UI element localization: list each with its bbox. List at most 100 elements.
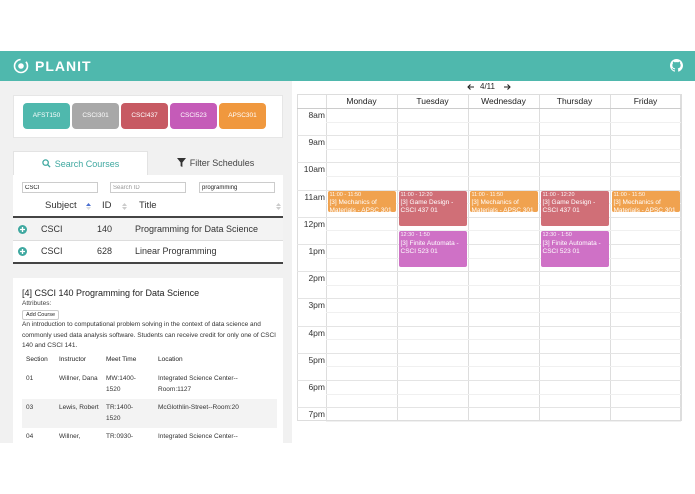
hour-divider (297, 298, 681, 300)
add-circle-icon[interactable] (18, 247, 27, 256)
calendar-event[interactable]: 11:00 - 12:20 [3] Game Design - CSCI 437 … (398, 190, 467, 226)
hour-divider (297, 271, 681, 273)
hour-divider (297, 380, 681, 381)
hour-divider (297, 189, 681, 191)
search-courses-panel: Subject ID Title CSCI 140 Programming fo… (13, 175, 283, 264)
section-header-section: Section (26, 356, 48, 363)
tab-filter-schedules[interactable]: Filter Schedules (148, 151, 283, 175)
time-label-5pm: 5pm (308, 354, 325, 365)
half-hour-divider (326, 366, 681, 368)
search-icon (42, 159, 51, 168)
event-title: [3] Finite Automata - CSCI 523 01 (542, 239, 601, 255)
chip-label: AFST150 (32, 112, 61, 119)
half-hour-divider (326, 312, 681, 313)
event-time: 11:00 - 12:20 (400, 191, 433, 198)
day-column-divider (539, 94, 540, 421)
subject-search-input[interactable] (22, 182, 98, 193)
sort-icon[interactable] (122, 203, 127, 210)
calendar-event[interactable]: 11:00 - 11:50 [3] Mechanics of Materials … (327, 190, 396, 213)
tab-search-courses[interactable]: Search Courses (13, 151, 148, 175)
title-search-input[interactable] (199, 182, 275, 193)
chip-label: CSCI437 (131, 112, 158, 119)
table-row[interactable]: CSCI 140 Programming for Data Science (13, 218, 283, 240)
github-icon[interactable] (670, 59, 683, 72)
day-header-tuesday: Tuesday (416, 96, 449, 106)
prev-week-arrow-icon[interactable] (467, 83, 475, 91)
tab-filter-label: Filter Schedules (189, 158, 255, 168)
day-header-wednesday: Wednesday (481, 96, 526, 106)
column-header-title[interactable]: Title (139, 200, 157, 211)
current-date: 4/11 (480, 82, 495, 91)
course-description: An introduction to computational problem… (22, 321, 276, 349)
cell-subject: CSCI (41, 246, 63, 256)
time-label-10am: 10am (303, 164, 325, 175)
column-header-id[interactable]: ID (102, 200, 112, 211)
add-circle-icon[interactable] (18, 225, 27, 234)
course-chip-csci301[interactable]: CSCI301 (72, 103, 119, 129)
course-chip-csci437[interactable]: CSCI437 (121, 103, 168, 129)
calendar-event[interactable]: 11:00 - 11:50 [3] Mechanics of Materials … (611, 190, 680, 213)
section-location: McGlothlin-Street--Room:20 (158, 404, 239, 411)
time-label-9am: 9am (308, 137, 325, 148)
hour-divider (297, 407, 681, 409)
event-time: 12:30 - 1:50 (400, 232, 430, 239)
day-column-divider (397, 94, 398, 421)
day-column-divider (610, 94, 611, 421)
add-course-button[interactable]: Add Course (22, 310, 60, 320)
chip-label: APSC301 (228, 112, 257, 119)
sort-icon[interactable] (276, 203, 281, 210)
calendar-event[interactable]: 12:30 - 1:50 [3] Finite Automata - CSCI 5… (540, 231, 609, 267)
section-header-location: Location (158, 356, 183, 363)
column-header-subject[interactable]: Subject (45, 200, 77, 211)
day-column-divider (326, 94, 327, 421)
cell-title: Programming for Data Science (135, 224, 259, 234)
cell-subject: CSCI (41, 224, 63, 234)
time-label-6pm: 6pm (308, 382, 325, 392)
next-week-arrow-icon[interactable] (503, 83, 511, 91)
calendar-event[interactable]: 11:00 - 12:20 [3] Game Design - CSCI 437 … (540, 190, 609, 226)
hour-divider (297, 216, 681, 218)
hour-divider (297, 352, 681, 354)
section-header-instructor: Instructor (59, 356, 87, 363)
half-hour-divider (326, 420, 681, 422)
half-hour-divider (326, 339, 681, 341)
event-title: [3] Game Design - CSCI 437 01 (400, 199, 454, 215)
event-time: 12:30 - 1:50 (542, 232, 572, 239)
section-meet-time: TR:0930- (106, 433, 134, 440)
calendar-event[interactable]: 11:00 - 11:50 [3] Mechanics of Materials … (469, 190, 538, 213)
id-search-input[interactable] (110, 182, 186, 193)
section-meet-time: TR:1400-1520 (106, 404, 134, 422)
table-row[interactable]: CSCI 628 Linear Programming (13, 241, 283, 263)
event-title: [3] Finite Automata - CSCI 523 01 (400, 239, 459, 255)
table-header-divider (13, 216, 283, 218)
event-title: [3] Mechanics of Materials - APSC 301 (329, 199, 392, 213)
course-chip-csci523[interactable]: CSCI523 (170, 103, 217, 129)
table-bottom-divider (13, 262, 283, 264)
event-time: 11:00 - 12:20 (542, 191, 575, 198)
day-header-monday: Monday (346, 96, 377, 106)
cell-id: 140 (97, 224, 113, 234)
course-chip-apsc301[interactable]: APSC301 (219, 103, 266, 129)
event-title: [3] Game Design - CSCI 437 01 (542, 199, 596, 215)
time-label-8am: 8am (308, 110, 325, 120)
chip-label: CSCI523 (180, 112, 207, 119)
section-location: Integrated Science Center--Room:1127 (158, 375, 238, 393)
app-brand[interactable]: PLANIT (35, 58, 92, 74)
time-label-12pm: 12pm (303, 218, 325, 229)
panel-tabs: Search Courses Filter Schedules (13, 151, 283, 175)
filter-icon (176, 158, 186, 167)
tab-search-label: Search Courses (54, 159, 120, 169)
course-chip-afst150[interactable]: AFST150 (23, 103, 70, 129)
section-row[interactable]: 04 Willner, TR:0930- Integrated Science … (22, 428, 277, 443)
calendar-event[interactable]: 12:30 - 1:50 [3] Finite Automata - CSCI 5… (398, 231, 467, 267)
section-row[interactable]: 03 Lewis, Robert TR:1400-1520 McGlothlin… (22, 399, 277, 428)
chip-label: CSCI301 (82, 112, 109, 119)
half-hour-divider (326, 393, 681, 395)
half-hour-divider (326, 176, 681, 177)
time-label-1pm: 1pm (308, 246, 325, 256)
time-label-4pm: 4pm (308, 327, 325, 338)
sort-asc-icon[interactable] (86, 203, 91, 210)
section-row[interactable]: 01 Willner, Dana MW:1400-1520 Integrated… (22, 371, 277, 399)
cell-title: Linear Programming (135, 246, 217, 256)
